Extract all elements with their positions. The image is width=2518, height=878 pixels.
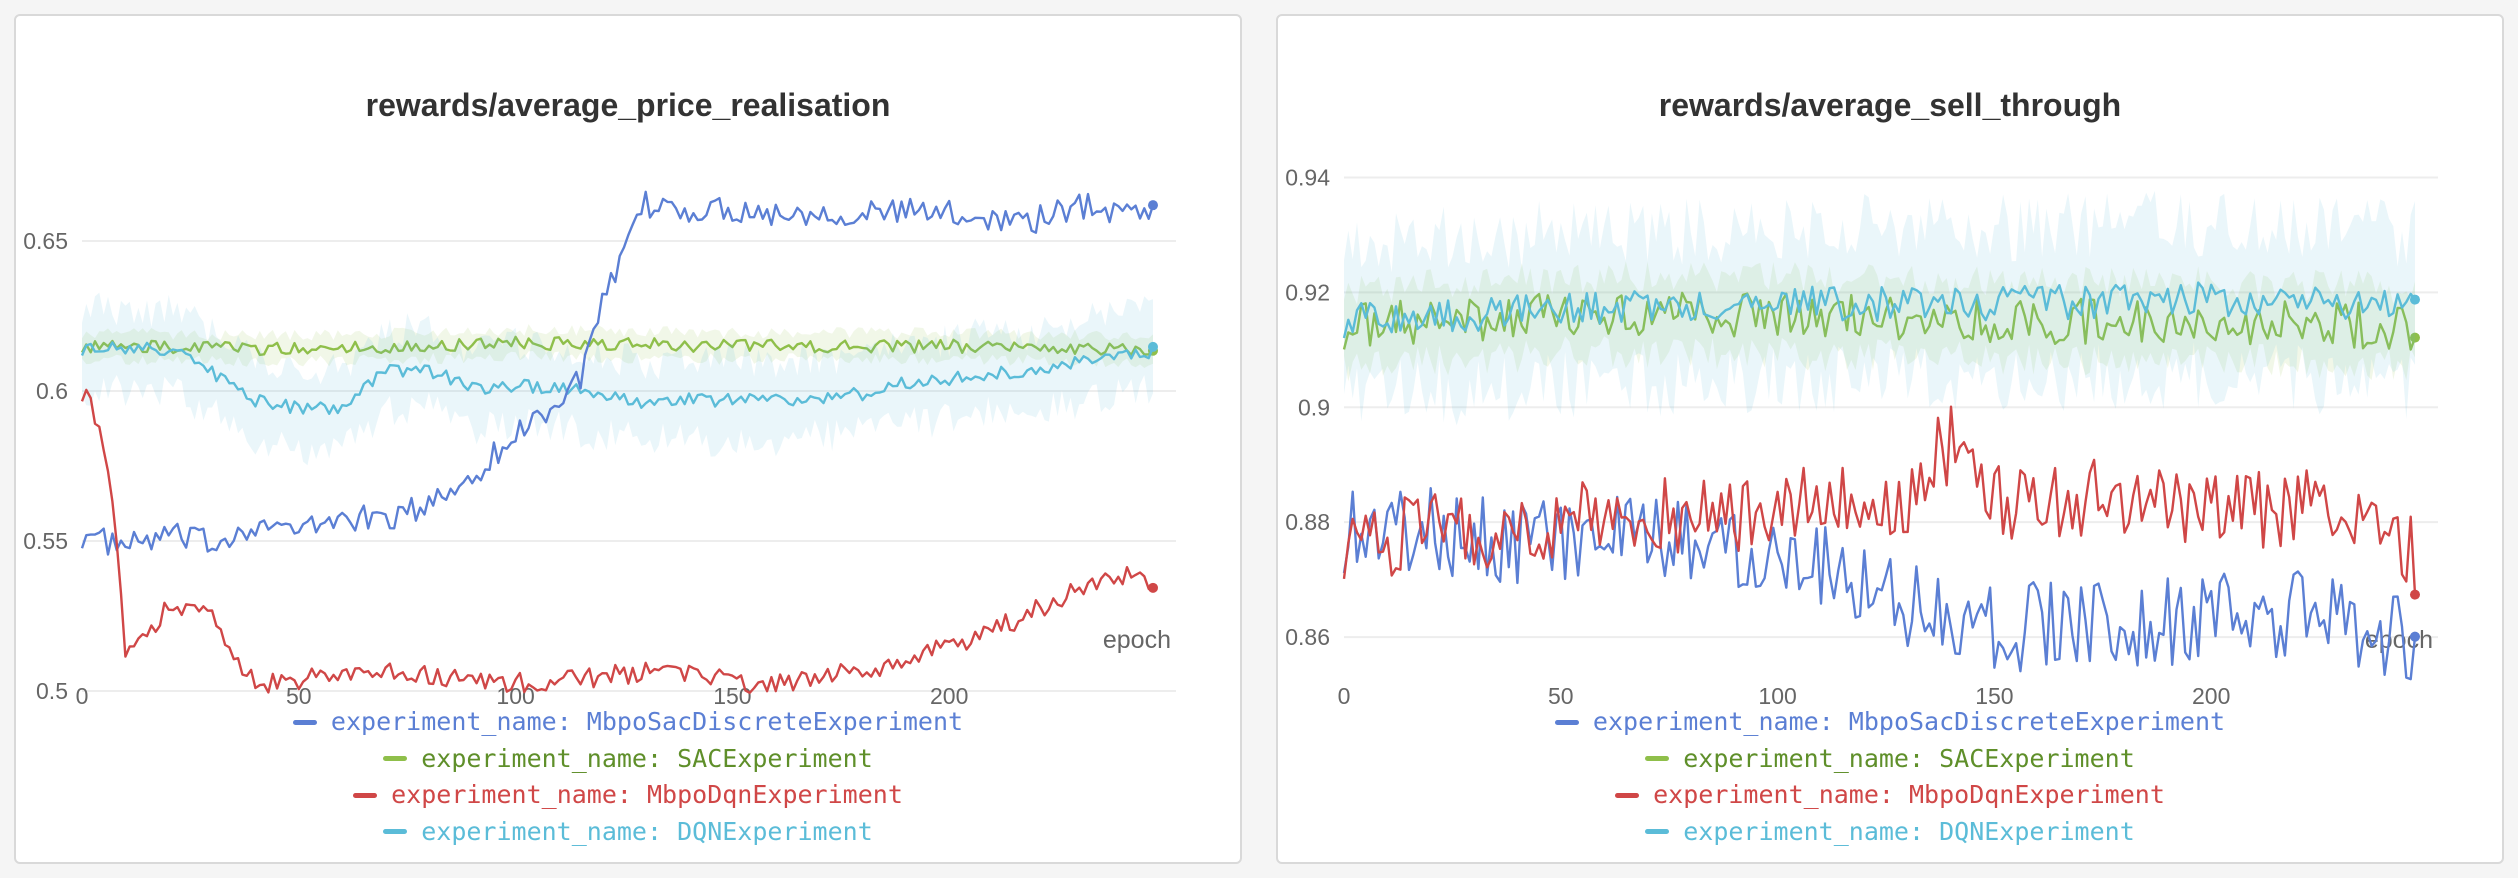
chart-sell-through: rewards/average_sell_through 0.86 0.88 0.9 0… [1285,87,2438,709]
legend-swatch [353,792,378,798]
series-end-marker [2409,332,2420,343]
chart-panel-sell-through: rewards/average_sell_through 0.86 0.88 0.9 0… [1276,14,2504,864]
legend-item-sac[interactable]: experiment_name: SACExperiment [383,741,873,778]
series-line [80,341,1155,415]
legend-item-dqn[interactable]: experiment_name: DQNExperiment [1645,814,2135,851]
series-line [80,388,1154,694]
legend-label: experiment_name: SACExperiment [421,743,873,773]
legend-label: experiment_name: DQNExperiment [1683,816,2135,846]
legend-item-mbpo-dqn[interactable]: experiment_name: MbpoDqnExperiment [1615,777,2165,814]
x-tick-label: 0 [76,683,89,709]
chart-title: rewards/average_sell_through [1659,87,2121,123]
x-axis-label: epoch [1103,626,1171,654]
series-line [1342,291,2417,351]
y-tick-label: 0.9 [1298,394,1330,420]
chart-panel-price-realisation: rewards/average_price_realisation 0.5 0.55… [14,14,1242,864]
legend-swatch [1615,792,1640,798]
y-tick-label: 0.92 [1285,279,1330,305]
legend: experiment_name: MbpoSacDiscreteExperime… [1278,704,2502,850]
y-tick-label: 0.6 [36,378,68,404]
legend: experiment_name: MbpoSacDiscreteExperime… [16,704,1240,850]
y-tick-label: 0.65 [23,228,68,254]
legend-label: experiment_name: SACExperiment [1683,743,2135,773]
x-tick-label: 50 [1548,683,1574,709]
legend-swatch [1554,719,1579,725]
legend-item-dqn[interactable]: experiment_name: DQNExperiment [383,814,873,851]
x-tick-label: 200 [930,683,968,709]
y-tick-label: 0.94 [1285,164,1330,190]
y-tick-label: 0.86 [1285,624,1330,650]
chart-title: rewards/average_price_realisation [366,87,891,123]
y-tick-label: 0.5 [36,678,68,704]
series-end-marker [2409,589,2420,600]
series-line [80,190,1155,556]
legend-swatch [383,829,408,835]
y-tick-label: 0.55 [23,528,68,554]
series-line [1342,405,2417,595]
x-tick-label: 0 [1338,683,1351,709]
y-tick-label: 0.88 [1285,509,1330,535]
series-end-marker [1147,200,1158,211]
legend-item-mbpo-sac-discrete[interactable]: experiment_name: MbpoSacDiscreteExperime… [292,704,964,741]
legend-item-mbpo-sac-discrete[interactable]: experiment_name: MbpoSacDiscreteExperime… [1554,704,2226,741]
chart-price-realisation: rewards/average_price_realisation 0.5 0.55… [23,87,1176,709]
legend-swatch [1645,756,1670,762]
x-tick-label: 200 [2192,683,2230,709]
legend-item-sac[interactable]: experiment_name: SACExperiment [1645,741,2135,778]
series-end-marker [2409,631,2420,642]
x-tick-label: 100 [1758,683,1796,709]
x-tick-label: 100 [496,683,534,709]
legend-label: experiment_name: MbpoDqnExperiment [1653,780,2165,809]
series-line [1342,281,2416,339]
legend-label: experiment_name: MbpoSacDiscreteExperime… [1592,707,2226,736]
series-end-marker [1147,341,1158,352]
series-band [82,292,1153,466]
series-end-marker [2409,294,2420,305]
legend-swatch [292,719,317,725]
legend-label: experiment_name: MbpoSacDiscreteExperime… [330,707,964,736]
legend-swatch [383,756,408,762]
legend-label: experiment_name: MbpoDqnExperiment [391,780,903,809]
series-line [80,335,1154,357]
legend-swatch [1645,829,1670,835]
legend-label: experiment_name: DQNExperiment [421,816,873,846]
series-end-marker [1147,582,1158,593]
x-tick-label: 150 [1975,683,2013,709]
series-band [1344,261,2415,382]
legend-item-mbpo-dqn[interactable]: experiment_name: MbpoDqnExperiment [353,777,903,814]
